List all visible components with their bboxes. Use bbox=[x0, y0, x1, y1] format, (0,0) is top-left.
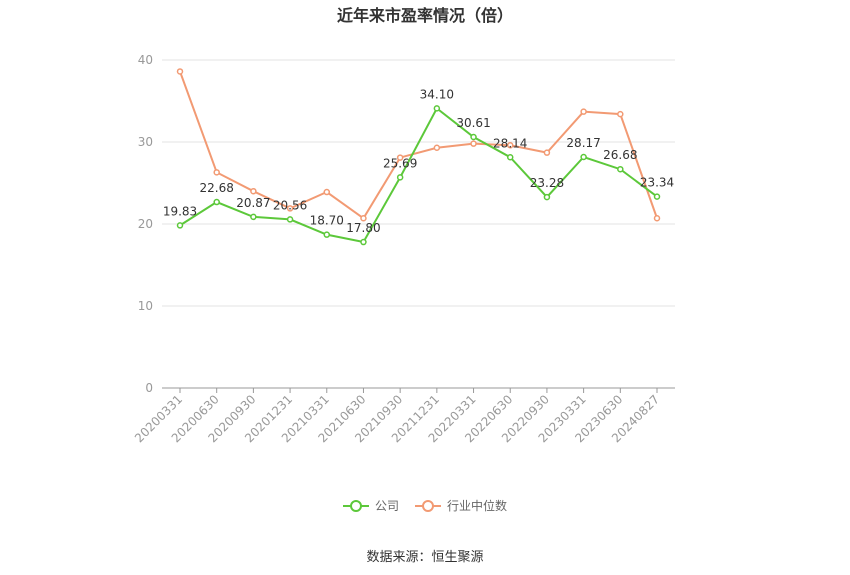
data-point-company bbox=[543, 193, 551, 201]
data-point-company bbox=[433, 105, 441, 112]
data-point-company bbox=[323, 231, 331, 238]
data-label: 30.61 bbox=[456, 116, 490, 130]
data-label: 22.68 bbox=[200, 181, 234, 195]
data-label: 19.83 bbox=[163, 204, 197, 218]
series-line-company bbox=[179, 106, 658, 244]
data-point-company bbox=[286, 216, 294, 223]
legend-line-icon bbox=[342, 499, 369, 513]
data-point-industry-median bbox=[506, 142, 514, 149]
data-source: 数据来源：恒生聚源 bbox=[366, 550, 484, 565]
data-label: 28.17 bbox=[566, 136, 600, 150]
data-point-industry-median bbox=[617, 110, 624, 118]
data-label: 17.80 bbox=[346, 221, 380, 235]
data-point-industry-median bbox=[580, 108, 587, 115]
data-point-industry-median bbox=[396, 154, 404, 161]
data-point-industry-median bbox=[543, 149, 551, 156]
y-tick-label: 10 bbox=[138, 299, 153, 313]
data-label: 18.70 bbox=[310, 214, 344, 228]
data-point-industry-median bbox=[470, 140, 477, 147]
data-point-industry-median bbox=[323, 188, 331, 196]
legend-item-industry-median[interactable]: 行业中位数 bbox=[415, 497, 507, 514]
data-point-company bbox=[250, 213, 257, 221]
data-label: 28.14 bbox=[493, 136, 527, 150]
data-point-industry-median bbox=[433, 144, 441, 151]
data-point-company bbox=[176, 222, 184, 229]
series-line-industry-median bbox=[179, 71, 658, 220]
data-point-company bbox=[360, 238, 367, 246]
data-point-company bbox=[213, 198, 220, 206]
data-label: 34.10 bbox=[420, 87, 454, 101]
legend-item-company[interactable]: 公司 bbox=[342, 497, 399, 514]
data-point-industry-median bbox=[250, 187, 257, 195]
data-point-company bbox=[396, 174, 404, 181]
y-tick-label: 0 bbox=[145, 381, 153, 395]
chart-legend: 公司 行业中位数 bbox=[0, 497, 850, 514]
y-tick-label: 40 bbox=[138, 53, 153, 67]
y-tick-label: 30 bbox=[138, 135, 153, 149]
data-point-industry-median bbox=[653, 215, 661, 222]
chart-title: 近年来市盈率情况（倍） bbox=[336, 6, 513, 25]
data-label: 23.34 bbox=[640, 176, 674, 190]
data-point-industry-median bbox=[176, 68, 184, 75]
data-label: 20.87 bbox=[236, 196, 270, 210]
data-label: 20.56 bbox=[273, 198, 307, 212]
data-point-industry-median bbox=[213, 169, 220, 176]
data-point-company bbox=[617, 165, 624, 173]
legend-label: 公司 bbox=[374, 499, 399, 513]
data-label: 23.28 bbox=[530, 176, 564, 190]
y-tick-label: 20 bbox=[138, 217, 153, 231]
data-point-company bbox=[506, 154, 514, 161]
data-point-company bbox=[580, 153, 587, 161]
data-label: 25.69 bbox=[383, 156, 417, 170]
data-point-industry-median bbox=[286, 205, 294, 212]
legend-label: 行业中位数 bbox=[447, 499, 508, 513]
data-label: 26.68 bbox=[603, 148, 637, 162]
data-point-company bbox=[470, 133, 477, 141]
data-point-industry-median bbox=[360, 215, 367, 222]
data-point-company bbox=[653, 193, 661, 200]
legend-line-icon bbox=[415, 499, 441, 513]
